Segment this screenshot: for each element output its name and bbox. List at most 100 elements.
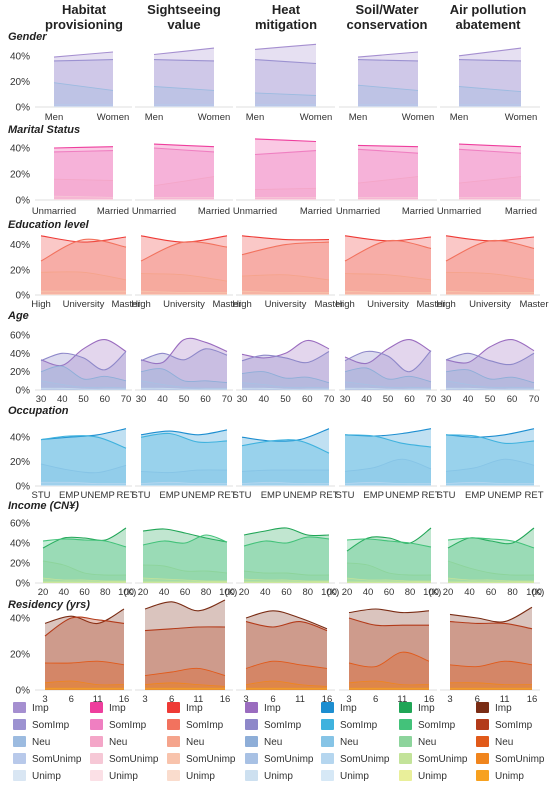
- area-somimp: [345, 240, 431, 295]
- line-imp: [357, 51, 419, 58]
- line-somimp: [445, 434, 535, 444]
- y-tick-label: 20%: [10, 265, 30, 276]
- y-tick-label: 40%: [10, 539, 30, 550]
- area-somimp: [448, 537, 534, 583]
- x-tick-label: 70: [121, 394, 132, 405]
- area-neu: [141, 273, 227, 295]
- area-somunimp: [242, 482, 329, 486]
- x-tick-label: 70: [222, 394, 233, 405]
- area-unimp: [446, 388, 534, 390]
- x-tick-label: UNEMP: [181, 490, 215, 501]
- legend-label-somunimp: SomUnimp: [340, 754, 390, 765]
- panel-3-4: High University Master: [335, 235, 446, 310]
- legend-swatch-somimp: [321, 719, 334, 730]
- x-tick-label: 80: [507, 587, 518, 598]
- area-neu: [242, 274, 329, 295]
- area-neu: [154, 86, 214, 107]
- x-tick-label: EMP: [261, 490, 282, 501]
- legend-swatch-somimp: [399, 719, 412, 730]
- area-imp: [246, 610, 327, 690]
- area-imp: [45, 609, 124, 690]
- legend-swatch-imp: [167, 702, 180, 713]
- panel-1-5: Men Women: [440, 47, 540, 123]
- line-unimp: [344, 387, 431, 390]
- line-somimp: [357, 59, 419, 62]
- legend-label-neu: Neu: [32, 737, 50, 748]
- line-neu: [243, 570, 330, 576]
- area-neu: [446, 459, 534, 486]
- x-tick-label: Men: [45, 112, 63, 123]
- x-tick-label: High: [131, 299, 151, 310]
- x-tick-label: 11: [93, 694, 103, 705]
- area-unimp: [349, 688, 429, 690]
- area-imp: [345, 428, 431, 486]
- y-tick-label: 40%: [10, 433, 30, 444]
- line-somimp: [344, 434, 432, 448]
- legend-label-neu: Neu: [109, 737, 127, 748]
- area-somunimp: [345, 482, 431, 486]
- area-somimp: [154, 148, 214, 200]
- x-tick-label: 20: [138, 587, 149, 598]
- line-neu: [344, 367, 432, 383]
- x-tick-label: UNEMP: [81, 490, 115, 501]
- area-somimp: [345, 350, 431, 390]
- x-tick-label: 30: [340, 394, 351, 405]
- panel-4-4: 30 40 50 60 70: [339, 339, 437, 405]
- legend-label-somimp: SomImp: [32, 720, 70, 731]
- x-tick-label: 100: [423, 587, 439, 598]
- row-title-3: Education level: [8, 219, 90, 231]
- line-neu: [241, 274, 330, 281]
- area-imp: [255, 44, 316, 107]
- x-tick-label: University: [63, 299, 105, 310]
- x-tick-label: 3: [447, 694, 452, 705]
- line-imp: [144, 599, 226, 612]
- panel-3-2: High University Master: [131, 235, 242, 310]
- area-somimp: [242, 439, 329, 486]
- line-somunimp: [142, 577, 228, 582]
- area-imp: [41, 339, 126, 390]
- area-somimp: [246, 621, 327, 690]
- area-somunimp: [41, 380, 126, 390]
- x-tick-label: 40: [258, 394, 269, 405]
- panel-7-4: 3 6 11 16: [339, 608, 437, 705]
- line-somunimp: [447, 577, 535, 582]
- line-somimp: [445, 352, 535, 366]
- x-unit-label: (K): [429, 587, 442, 598]
- line-somimp: [241, 241, 330, 256]
- line-imp: [449, 606, 533, 623]
- panel-7-2: 3 6 11 16: [135, 599, 233, 705]
- x-tick-label: 60: [507, 394, 518, 405]
- area-somimp: [446, 240, 534, 295]
- area-somimp: [141, 348, 227, 390]
- panel-2-3: Unmarried Married: [233, 138, 335, 217]
- area-neu: [345, 459, 431, 486]
- line-somunimp: [241, 481, 330, 485]
- x-tick-label: 11: [500, 694, 510, 705]
- line-somunimp: [445, 380, 535, 389]
- line-somunimp: [42, 577, 127, 582]
- area-somimp: [358, 59, 418, 107]
- line-somimp: [140, 348, 228, 362]
- legend-swatch-imp: [90, 702, 103, 713]
- line-somunimp: [44, 680, 125, 686]
- x-tick-label: 6: [475, 694, 480, 705]
- line-imp: [40, 235, 127, 243]
- x-unit-label: (K): [532, 587, 545, 598]
- x-tick-label: 40: [57, 394, 68, 405]
- line-imp: [140, 337, 228, 365]
- column-title-2: Sightseeing: [147, 2, 221, 17]
- x-tick-label: 60: [200, 394, 211, 405]
- area-neu: [349, 652, 429, 690]
- legend-swatch-neu: [399, 736, 412, 747]
- x-tick-label: Married: [198, 206, 230, 217]
- line-imp: [458, 143, 522, 148]
- x-tick-label: High: [335, 299, 355, 310]
- area-imp: [54, 52, 113, 107]
- area-neu: [141, 469, 227, 486]
- line-neu: [42, 560, 127, 576]
- column-title-5: abatement: [455, 17, 521, 32]
- line-somunimp: [53, 195, 114, 198]
- area-imp: [145, 600, 225, 690]
